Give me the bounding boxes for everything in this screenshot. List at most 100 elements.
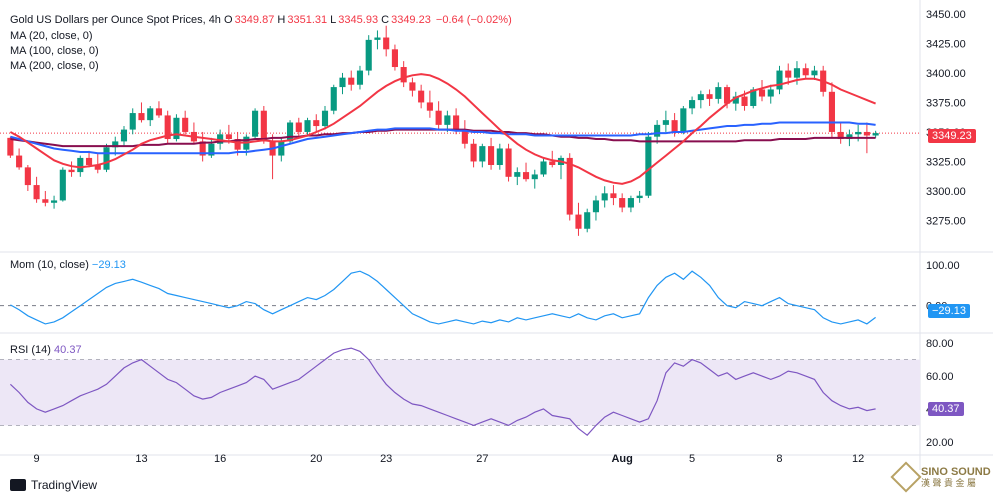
candle [715, 87, 722, 99]
sino-diamond-icon [890, 461, 922, 493]
open-value: 3349.87 [234, 14, 275, 26]
candle [802, 68, 809, 76]
candle [828, 91, 835, 132]
candle [120, 129, 128, 142]
candle [225, 134, 232, 140]
low-label: L [330, 14, 337, 26]
tradingview-label: TradingView [31, 478, 98, 492]
candle [732, 96, 739, 104]
candle [505, 148, 512, 177]
candle [863, 131, 870, 136]
chart-header: Gold US Dollars per Ounce Spot Prices, 4… [10, 14, 512, 26]
x-tick-label: 8 [776, 453, 782, 465]
candle [391, 49, 398, 68]
rsi-tag: 40.37 [928, 402, 964, 416]
low-value: 3345.93 [338, 14, 379, 26]
x-tick-label: Aug [611, 453, 632, 465]
candle [286, 122, 294, 142]
rsi-label: RSI (14) [10, 344, 51, 356]
candle [383, 37, 390, 50]
candle [77, 157, 84, 173]
x-tick-label: 13 [135, 453, 147, 465]
candle [321, 110, 329, 127]
mom-line [10, 270, 876, 325]
candle [776, 70, 783, 90]
legend-mom[interactable]: Mom (10, close) −29.13 [10, 259, 126, 271]
candle [636, 195, 643, 199]
close-value: 3349.23 [391, 14, 431, 26]
legend-ma20[interactable]: MA (20, close, 0) [10, 30, 93, 42]
mom-value: −29.13 [91, 259, 126, 271]
candle [741, 96, 748, 106]
candle [461, 129, 468, 144]
x-axis: 9 13 16 20 23 27 Aug 5 8 12 [34, 453, 865, 465]
candle [566, 157, 573, 215]
sino-sound-logo: SINO SOUND 漢 聲 貴 金 屬 [890, 461, 991, 493]
candle [540, 161, 547, 175]
candle [400, 67, 407, 83]
x-tick-label: 5 [689, 453, 695, 465]
candle [260, 110, 267, 142]
candle [522, 172, 530, 180]
price-tick-label: 3450.00 [926, 9, 966, 21]
y-axis: 3450.003425.003400.003375.003350.003325.… [926, 9, 966, 449]
candle [767, 89, 774, 97]
x-tick-label: 23 [380, 453, 392, 465]
candle [470, 143, 477, 162]
candle [51, 200, 58, 203]
candle [59, 169, 66, 201]
candle [601, 193, 608, 201]
price-tick-label: 3300.00 [926, 186, 966, 198]
rsi-value: 40.37 [54, 344, 82, 356]
price-tick-label: 3275.00 [926, 215, 966, 227]
candle [208, 143, 215, 156]
candle [374, 37, 381, 40]
candle [85, 157, 93, 166]
price-tick-label: 3425.00 [926, 38, 966, 50]
candle [173, 117, 180, 140]
legend-rsi[interactable]: RSI (14) 40.37 [10, 344, 82, 356]
mom-label: Mom (10, close) [10, 259, 89, 271]
rsi-band-fill [0, 359, 920, 426]
rsi-line [9, 347, 876, 437]
candle [496, 148, 503, 166]
lines-layer [9, 73, 876, 437]
candle [217, 134, 224, 144]
candle [330, 87, 337, 111]
candle [488, 146, 495, 166]
candle [313, 120, 320, 127]
price-tick-label: 3400.00 [926, 68, 966, 80]
high-label: H [277, 14, 286, 26]
candle [654, 124, 661, 137]
candle [234, 139, 241, 150]
candle [627, 198, 634, 208]
candle [339, 77, 346, 88]
candle [549, 161, 556, 166]
legend-ma200[interactable]: MA (200, close, 0) [10, 60, 99, 72]
candle [531, 174, 538, 180]
candle [16, 155, 23, 168]
candle [592, 200, 600, 213]
legend-ma100[interactable]: MA (100, close, 0) [10, 45, 99, 57]
ma20-line [9, 73, 876, 185]
candle [689, 100, 696, 109]
x-tick-label: 16 [214, 453, 226, 465]
candle [584, 212, 591, 229]
price-tick-label: 3375.00 [926, 97, 966, 109]
candle [750, 89, 757, 106]
candle [112, 141, 119, 148]
candle [348, 77, 355, 85]
rsi-tick-label: 20.00 [926, 437, 954, 449]
rsi-tick-label: 80.00 [926, 338, 954, 350]
candle [785, 70, 792, 78]
candle [697, 94, 704, 101]
x-tick-label: 9 [34, 453, 40, 465]
candle [68, 169, 75, 173]
candle [199, 141, 206, 156]
tradingview-brand[interactable]: TradingView [10, 478, 97, 492]
candle [138, 113, 145, 121]
candles-layer [7, 25, 879, 236]
rsi-tick-label: 60.00 [926, 371, 954, 383]
candle [365, 39, 372, 71]
